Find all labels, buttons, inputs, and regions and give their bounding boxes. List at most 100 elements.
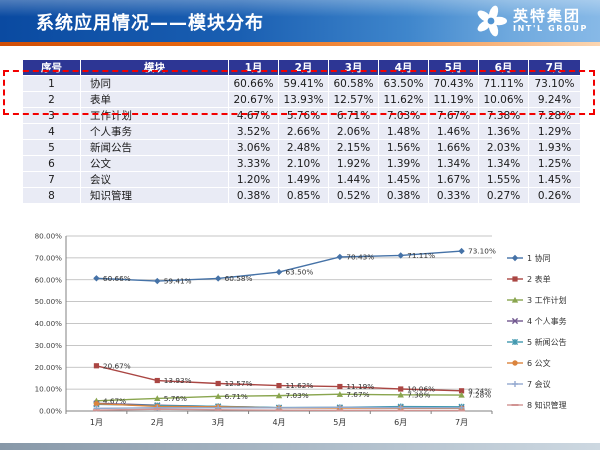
svg-text:20.67%: 20.67%: [103, 361, 131, 370]
svg-text:1月: 1月: [90, 418, 103, 427]
svg-text:9.24%: 9.24%: [468, 386, 491, 395]
svg-text:60.00%: 60.00%: [35, 275, 63, 284]
row-number-cell: 1: [22, 75, 81, 92]
logo-company-subtitle: INT'L GROUP: [513, 23, 588, 33]
month-value-cell: 0.26%: [528, 187, 581, 204]
module-name-cell: 公文: [80, 155, 229, 172]
chart-legend-item: 4 个人事务: [527, 316, 567, 326]
row-number-cell: 7: [22, 171, 81, 188]
svg-text:13.93%: 13.93%: [164, 376, 192, 385]
month-value-cell: 2.06%: [328, 123, 379, 140]
month-value-cell: 1.48%: [378, 123, 429, 140]
svg-text:5.76%: 5.76%: [164, 394, 187, 403]
company-logo: 英特集团 INT'L GROUP: [474, 3, 588, 39]
month-value-cell: 1.25%: [528, 155, 581, 172]
month-value-cell: 1.55%: [478, 171, 529, 188]
month-value-cell: 1.56%: [378, 139, 429, 156]
month-value-cell: 1.36%: [478, 123, 529, 140]
month-value-cell: 7.67%: [428, 107, 479, 124]
table-row: 3 工作计划 4.67% 5.76% 6.71% 7.03% 7.67% 7.38% 7.28%: [22, 107, 581, 124]
month-value-cell: 1.45%: [378, 171, 429, 188]
month-value-cell: 3.06%: [228, 139, 279, 156]
module-name-cell: 工作计划: [80, 107, 229, 124]
svg-text:10.00%: 10.00%: [35, 385, 63, 394]
svg-text:7.67%: 7.67%: [346, 390, 369, 399]
row-number-cell: 3: [22, 107, 81, 124]
svg-text:20.00%: 20.00%: [35, 363, 63, 372]
pinwheel-logo-icon: [477, 5, 508, 37]
month-value-cell: 5.76%: [278, 107, 329, 124]
svg-text:7.38%: 7.38%: [407, 390, 430, 399]
table-header-cell: 2月: [278, 59, 329, 76]
month-value-cell: 1.93%: [528, 139, 581, 156]
module-name-cell: 协同: [80, 75, 229, 92]
svg-text:6.71%: 6.71%: [225, 392, 248, 401]
month-value-cell: 13.93%: [278, 91, 329, 108]
table-header-cell: 序号: [22, 59, 81, 76]
row-number-cell: 4: [22, 123, 81, 140]
table-header-cell: 6月: [478, 59, 529, 76]
month-value-cell: 60.66%: [228, 75, 279, 92]
chart-legend-item: 8 知识管理: [527, 400, 567, 410]
svg-text:71.11%: 71.11%: [407, 251, 435, 260]
month-value-cell: 7.28%: [528, 107, 581, 124]
svg-text:70.00%: 70.00%: [35, 253, 63, 262]
chart-legend-item: 1 协同: [527, 253, 551, 263]
svg-text:30.00%: 30.00%: [35, 341, 63, 350]
module-usage-table-wrap: 序号 模块 1月 2月 3月 4月 5月 6月 7月 1 协同 60.66% 59.41% 60.58%…: [22, 59, 581, 204]
svg-text:60.66%: 60.66%: [103, 274, 131, 283]
table-row: 1 协同 60.66% 59.41% 60.58% 63.50% 70.43% 71.11% 7…: [22, 75, 581, 92]
table-header-cell: 模块: [80, 59, 229, 76]
month-value-cell: 63.50%: [378, 75, 429, 92]
svg-text:10.06%: 10.06%: [407, 385, 435, 394]
month-value-cell: 2.10%: [278, 155, 329, 172]
header-divider: [0, 42, 600, 46]
svg-text:7.28%: 7.28%: [468, 391, 491, 400]
month-value-cell: 73.10%: [528, 75, 581, 92]
month-value-cell: 1.66%: [428, 139, 479, 156]
month-value-cell: 0.52%: [328, 187, 379, 204]
table-row: 4 个人事务 3.52% 2.66% 2.06% 1.48% 1.46% 1.36% 1.29%: [22, 123, 581, 140]
svg-text:73.10%: 73.10%: [468, 247, 496, 256]
table-header-cell: 3月: [328, 59, 379, 76]
svg-text:0.00%: 0.00%: [39, 407, 62, 416]
svg-text:63.50%: 63.50%: [286, 268, 314, 277]
svg-text:59.41%: 59.41%: [164, 277, 192, 286]
table-row: 6 公文 3.33% 2.10% 1.92% 1.39% 1.34% 1.34% 1.25%: [22, 155, 581, 172]
month-value-cell: 6.71%: [328, 107, 379, 124]
module-name-cell: 个人事务: [80, 123, 229, 140]
usage-table-body: 1 协同 60.66% 59.41% 60.58% 63.50% 70.43% 71.11% 7…: [22, 75, 581, 204]
svg-text:11.62%: 11.62%: [286, 381, 314, 390]
chart-legend-item: 2 表单: [527, 274, 551, 284]
svg-text:50.00%: 50.00%: [35, 297, 63, 306]
month-value-cell: 0.38%: [378, 187, 429, 204]
month-value-cell: 2.66%: [278, 123, 329, 140]
row-number-cell: 6: [22, 155, 81, 172]
table-row: 7 会议 1.20% 1.49% 1.44% 1.45% 1.67% 1.55% 1.45%: [22, 171, 581, 188]
logo-text: 英特集团 INT'L GROUP: [513, 8, 588, 33]
svg-text:3月: 3月: [212, 418, 225, 427]
module-name-cell: 会议: [80, 171, 229, 188]
module-name-cell: 知识管理: [80, 187, 229, 204]
month-value-cell: 1.67%: [428, 171, 479, 188]
table-header-cell: 5月: [428, 59, 479, 76]
month-value-cell: 1.34%: [478, 155, 529, 172]
month-value-cell: 3.52%: [228, 123, 279, 140]
table-header-cell: 1月: [228, 59, 279, 76]
svg-text:70.43%: 70.43%: [346, 253, 374, 262]
month-value-cell: 1.46%: [428, 123, 479, 140]
month-value-cell: 0.38%: [228, 187, 279, 204]
month-value-cell: 7.03%: [378, 107, 429, 124]
month-value-cell: 70.43%: [428, 75, 479, 92]
svg-text:7月: 7月: [455, 418, 468, 427]
module-trend-chart: 0.00% 10.00% 20.00% 30.00% 40.00% 50.00% 60.00…: [30, 224, 595, 446]
svg-text:60.58%: 60.58%: [225, 274, 253, 283]
month-value-cell: 1.92%: [328, 155, 379, 172]
month-value-cell: 1.45%: [528, 171, 581, 188]
slide-header: 系统应用情况——模块分布 英特集团 INT'L GROUP: [0, 0, 600, 42]
svg-text:7.03%: 7.03%: [286, 391, 309, 400]
table-row: 5 新闻公告 3.06% 2.48% 2.15% 1.56% 1.66% 2.03% 1.93%: [22, 139, 581, 156]
svg-text:6月: 6月: [394, 418, 407, 427]
table-row: 2 表单 20.67% 13.93% 12.57% 11.62% 11.19% 10.06% 9…: [22, 91, 581, 108]
